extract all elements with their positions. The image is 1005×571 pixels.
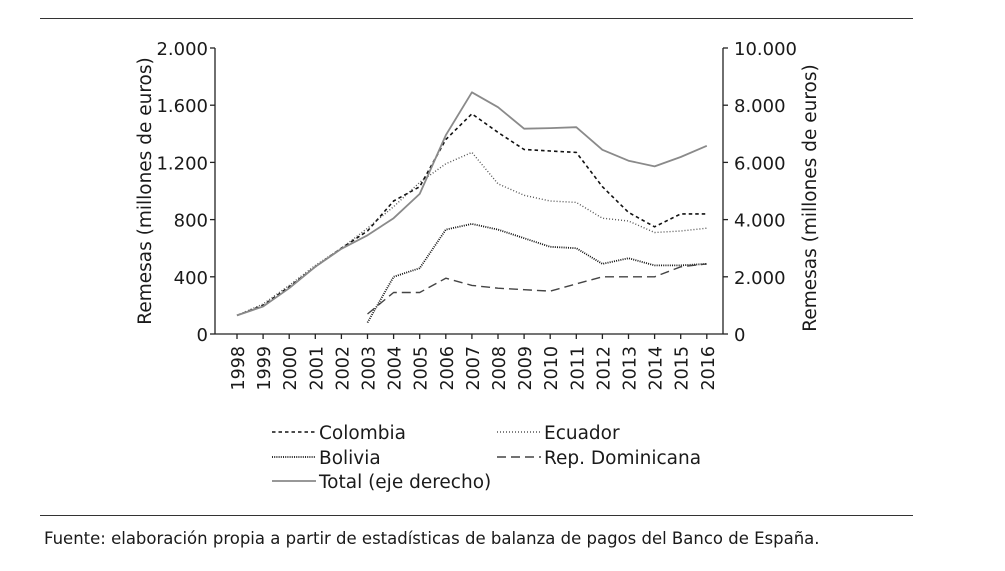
y-tick-label-right: 10.000 [734,39,797,60]
x-tick-label: 1998 [229,346,249,391]
y-axis-left-title: Remesas (millones de euros) [135,57,156,324]
legend-label: Rep. Dominicana [544,448,701,469]
x-tick-label: 2009 [516,346,536,391]
y-tick-label-right: 2.000 [734,268,786,289]
series-line-rep-dominicana [367,263,707,315]
chart-series [236,91,708,324]
legend-label: Ecuador [544,423,620,444]
x-tick-label: 2015 [673,346,693,391]
y-tick-label-left: 400 [174,268,208,289]
y-tick-label-left: 0 [197,325,208,346]
y-tick-label-right: 4.000 [734,211,786,232]
series-line-total-eje-derecho [236,91,708,317]
y-tick-label-left: 800 [174,211,208,232]
y-tick-label-right: 0 [734,325,745,346]
x-tick-label: 2001 [307,346,327,391]
x-tick-label: 2013 [621,346,641,391]
legend-label: Colombia [319,423,406,444]
x-tick-label: 2014 [647,346,667,391]
x-tick-label: 2011 [568,346,588,391]
y-tick-label-right: 8.000 [734,96,786,117]
series-line-bolivia [366,222,707,324]
top-rule [40,18,913,19]
x-tick-label: 2008 [490,346,510,391]
y-tick-label-right: 6.000 [734,153,786,174]
y-tick-label-left: 2.000 [156,39,208,60]
y-tick-label-left: 1.600 [156,96,208,117]
line-chart: 0 400 800 1.200 1.600 2.000 0 2.000 4.000 6.000 8.… [135,39,821,493]
x-tick-label: 2010 [542,346,562,391]
x-tick-label: 2012 [594,346,614,391]
legend-label: Bolivia [319,448,381,469]
legend-label: Total (eje derecho) [318,472,491,493]
series-line-ecuador [236,151,707,317]
x-tick-label: 2003 [360,346,380,391]
source-note: Fuente: elaboración propia a partir de e… [44,529,820,548]
bottom-rule [40,515,913,516]
x-tick-label: 2016 [699,346,719,391]
x-tick-label: 2004 [386,346,406,391]
x-tick-label: 2006 [438,346,458,391]
x-tick-label: 2007 [464,346,484,391]
x-tick-label: 2005 [412,346,432,391]
x-tick-label: 2000 [281,346,301,391]
chart-axes: 0 400 800 1.200 1.600 2.000 0 2.000 4.000 6.000 8.… [135,39,821,391]
x-tick-label: 1999 [255,346,275,391]
y-axis-right-title: Remesas (millones de euros) [800,64,821,331]
x-tick-label: 2002 [333,346,353,391]
chart-legend: Colombia Ecuador Bolivia Rep. Dominicana Tot… [272,423,701,493]
y-tick-label-left: 1.200 [156,153,208,174]
